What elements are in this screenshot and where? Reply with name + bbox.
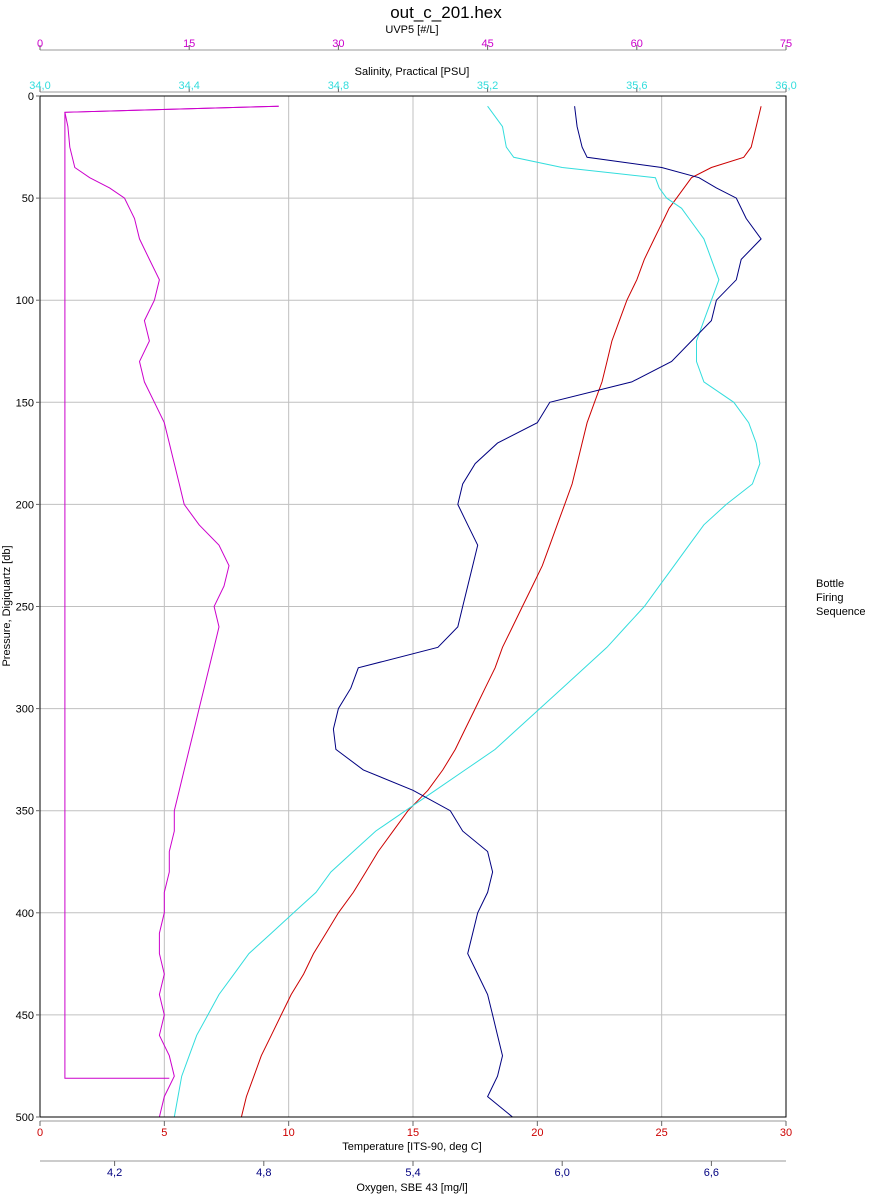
pressure-tick-label: 0 — [28, 91, 34, 103]
salinity-tick-label: 35,2 — [477, 80, 498, 92]
temperature-tick-label: 10 — [283, 1127, 295, 1139]
salinity-tick-label: 34,4 — [178, 80, 199, 92]
series-line-uvp5 — [64, 105, 279, 1118]
temperature-tick-label: 25 — [656, 1127, 668, 1139]
series-layer — [64, 105, 762, 1118]
pressure-tick-label: 150 — [16, 397, 34, 409]
pressure-tick-label: 300 — [16, 704, 34, 716]
pressure-tick-label: 200 — [16, 499, 34, 511]
oxygen-tick-label: 6,6 — [704, 1167, 719, 1179]
temperature-tick-label: 20 — [531, 1127, 543, 1139]
series-line-oxygen — [332, 106, 762, 1118]
pressure-axis-label: Pressure, Digiquartz [db] — [1, 545, 13, 666]
oxygen-tick-label: 5,4 — [405, 1167, 420, 1179]
oxygen-axis-label: Oxygen, SBE 43 [mg/l] — [356, 1182, 467, 1194]
series-line-uvp5-baseline — [64, 105, 279, 1079]
pressure-tick-label: 500 — [16, 1112, 34, 1124]
uvp5-axis-label: UVP5 [#/L] — [385, 24, 438, 36]
uvp5-tick-label: 60 — [631, 38, 643, 50]
uvp5-tick-label: 45 — [481, 38, 493, 50]
legend-line-3: Sequence — [816, 606, 866, 618]
series-line-temperature — [240, 106, 762, 1118]
pressure-tick-label: 50 — [22, 193, 34, 205]
axes-layer: 0 15 30 45 60 75 34,0 34,4 34,8 35,2 35,6 36,0 0 5 10 1… — [16, 38, 797, 1179]
uvp5-tick-label: 30 — [332, 38, 344, 50]
oxygen-tick-label: 6,0 — [555, 1167, 570, 1179]
oxygen-tick-label: 4,8 — [256, 1167, 271, 1179]
temperature-tick-label: 5 — [161, 1127, 167, 1139]
salinity-tick-label: 34,0 — [29, 80, 50, 92]
salinity-tick-label: 36,0 — [775, 80, 796, 92]
oxygen-tick-label: 4,2 — [107, 1167, 122, 1179]
legend-line-1: Bottle — [816, 578, 844, 590]
salinity-tick-label: 35,6 — [626, 80, 647, 92]
pressure-tick-label: 100 — [16, 295, 34, 307]
salinity-axis-label: Salinity, Practical [PSU] — [355, 66, 470, 78]
temperature-axis-label: Temperature [ITS-90, deg C] — [342, 1141, 481, 1153]
uvp5-tick-label: 15 — [183, 38, 195, 50]
pressure-tick-label: 450 — [16, 1010, 34, 1022]
temperature-tick-label: 0 — [37, 1127, 43, 1139]
series-line-salinity — [173, 105, 761, 1118]
pressure-tick-label: 400 — [16, 908, 34, 920]
legend-line-2: Firing — [816, 592, 844, 604]
salinity-tick-label: 34,8 — [328, 80, 349, 92]
pressure-tick-label: 250 — [16, 602, 34, 614]
pressure-tick-label: 350 — [16, 806, 34, 818]
chart-title: out_c_201.hex — [390, 3, 502, 22]
temperature-tick-label: 15 — [407, 1127, 419, 1139]
uvp5-tick-label: 0 — [37, 38, 43, 50]
temperature-tick-label: 30 — [780, 1127, 792, 1139]
uvp5-tick-label: 75 — [780, 38, 792, 50]
